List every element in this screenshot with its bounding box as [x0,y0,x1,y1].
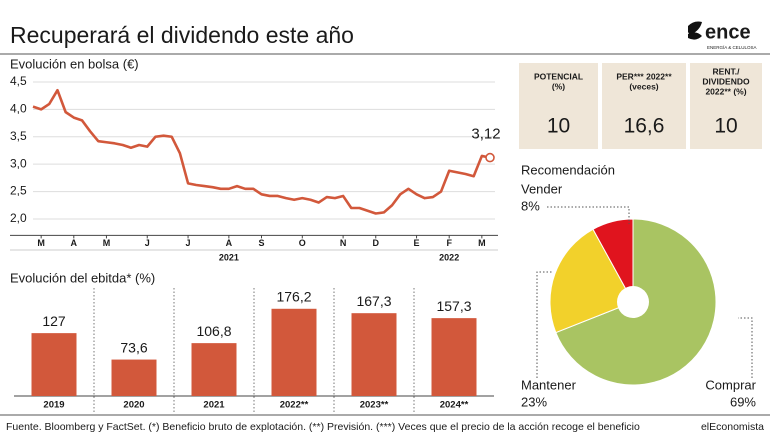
y-tick-label: 2,0 [10,211,27,225]
y-tick-label: 2,5 [10,184,27,198]
metric-box [519,63,598,149]
x-tick-label: N [340,238,347,248]
x-tick-label: 2023** [360,400,389,411]
slice-value: 69% [730,394,756,409]
last-label: 3,12 [471,126,500,143]
logo-tagline: ENERGÍA & CELULOSA [707,44,757,50]
bar [271,308,317,396]
logo-name: ence [705,21,751,43]
metric-value: 10 [547,115,570,138]
metric-label: (%) [552,81,565,91]
leader-line [547,206,630,224]
metric-box [690,63,762,149]
logo-icon [688,21,702,40]
page-title: Recuperará el dividendo este año [10,22,354,48]
bar [111,359,157,396]
x-tick-label: M [103,238,111,248]
bar [431,318,477,396]
x-tick-label: D [373,238,380,248]
footer-brand: elEconomista [701,421,764,433]
value-label: 106,8 [196,323,231,339]
leader-line [738,317,753,378]
value-label: 167,3 [356,293,391,309]
metric-label: (veces) [629,81,658,91]
x-tick-label: M [37,238,45,248]
y-tick-label: 4,0 [10,102,27,116]
year-label: 2021 [219,252,239,262]
slice-value: 8% [521,198,540,213]
metric-label: POTENCIAL [534,71,583,81]
value-label: 127 [42,313,66,329]
y-tick-label: 4,5 [10,74,27,88]
x-tick-label: E [414,238,420,248]
price-line [32,88,491,215]
slice-name: Mantener [521,377,577,392]
slice-name: Vender [521,181,563,196]
metric-label: RENT./ [713,66,741,76]
bar [191,343,237,396]
chart-title: Recomendación [521,162,615,177]
bar [31,333,77,396]
x-tick-label: F [446,238,452,248]
metric-value: 16,6 [624,115,665,138]
y-tick-label: 3,0 [10,156,27,170]
pie-slice [592,218,634,303]
x-tick-label: 2021 [203,400,225,411]
x-tick-label: S [258,238,264,248]
value-label: 73,6 [120,339,147,355]
pie-slice [549,228,634,334]
year-label: 2022 [439,252,459,262]
slice-value: 23% [521,394,547,409]
x-tick-label: J [186,238,191,248]
x-tick-label: J [145,238,150,248]
chart-title: Evolución en bolsa (€) [10,56,139,71]
leader-line [536,271,553,378]
last-point [485,152,495,163]
metric-label: 2022** (%) [705,86,746,96]
metric-label: DIVIDENDO [702,76,750,86]
x-tick-label: A [226,238,233,248]
y-tick-label: 3,5 [10,129,27,143]
x-tick-label: 2024** [440,400,469,411]
footer-source: Fuente. Bloomberg y FactSet. (*) Benefic… [6,421,640,433]
bar [351,313,397,396]
slice-name: Comprar [705,377,756,392]
metric-label: PER*** 2022** [616,71,672,81]
donut-hole [617,286,649,318]
value-label: 176,2 [276,288,311,304]
x-tick-label: M [478,238,486,248]
x-tick-label: 2019 [43,400,64,411]
metric-value: 10 [714,115,737,138]
x-tick-label: 2022** [280,400,309,411]
value-label: 157,3 [436,298,471,314]
x-tick-label: A [71,238,78,248]
x-tick-label: O [299,238,306,248]
chart-title: Evolución del ebitda* (%) [10,270,155,285]
x-tick-label: 2020 [123,400,144,411]
metric-box [602,63,686,149]
